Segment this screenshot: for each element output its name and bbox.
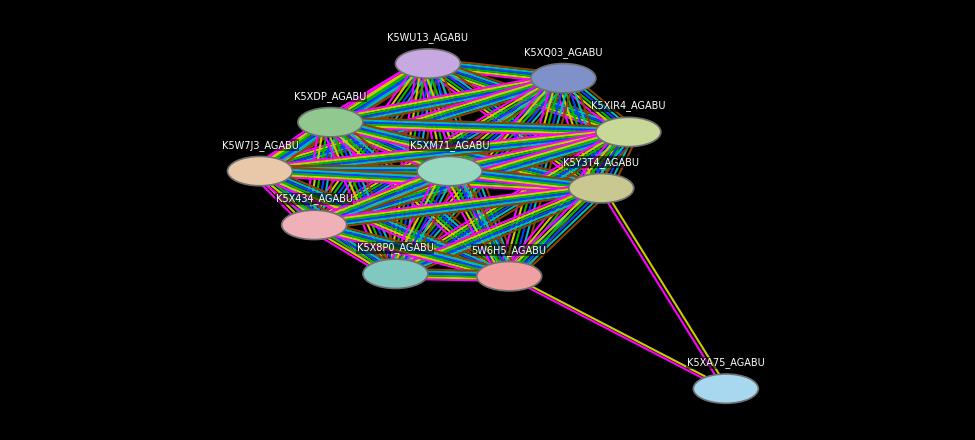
Circle shape bbox=[568, 173, 634, 203]
Circle shape bbox=[417, 157, 482, 186]
Text: K5XQ03_AGABU: K5XQ03_AGABU bbox=[525, 47, 603, 58]
Circle shape bbox=[363, 259, 428, 289]
Text: K5XA75_AGABU: K5XA75_AGABU bbox=[687, 357, 764, 368]
Circle shape bbox=[396, 49, 460, 78]
Circle shape bbox=[596, 117, 661, 147]
Circle shape bbox=[530, 63, 596, 93]
Text: K5W7J3_AGABU: K5W7J3_AGABU bbox=[221, 139, 298, 150]
Text: K5Y3T4_AGABU: K5Y3T4_AGABU bbox=[564, 157, 640, 168]
Text: K5XIR4_AGABU: K5XIR4_AGABU bbox=[591, 101, 666, 111]
Text: K5X8P0_AGABU: K5X8P0_AGABU bbox=[357, 242, 434, 253]
Text: K5XDP_AGABU: K5XDP_AGABU bbox=[294, 91, 367, 102]
Text: K5XM71_AGABU: K5XM71_AGABU bbox=[410, 139, 489, 150]
Circle shape bbox=[693, 374, 759, 403]
Circle shape bbox=[477, 261, 542, 291]
Text: K5X434_AGABU: K5X434_AGABU bbox=[276, 194, 353, 204]
Circle shape bbox=[282, 210, 347, 239]
Circle shape bbox=[227, 157, 292, 186]
Circle shape bbox=[298, 107, 363, 137]
Text: K5WU13_AGABU: K5WU13_AGABU bbox=[387, 32, 468, 43]
Text: 5W6H5_AGABU: 5W6H5_AGABU bbox=[472, 245, 547, 256]
